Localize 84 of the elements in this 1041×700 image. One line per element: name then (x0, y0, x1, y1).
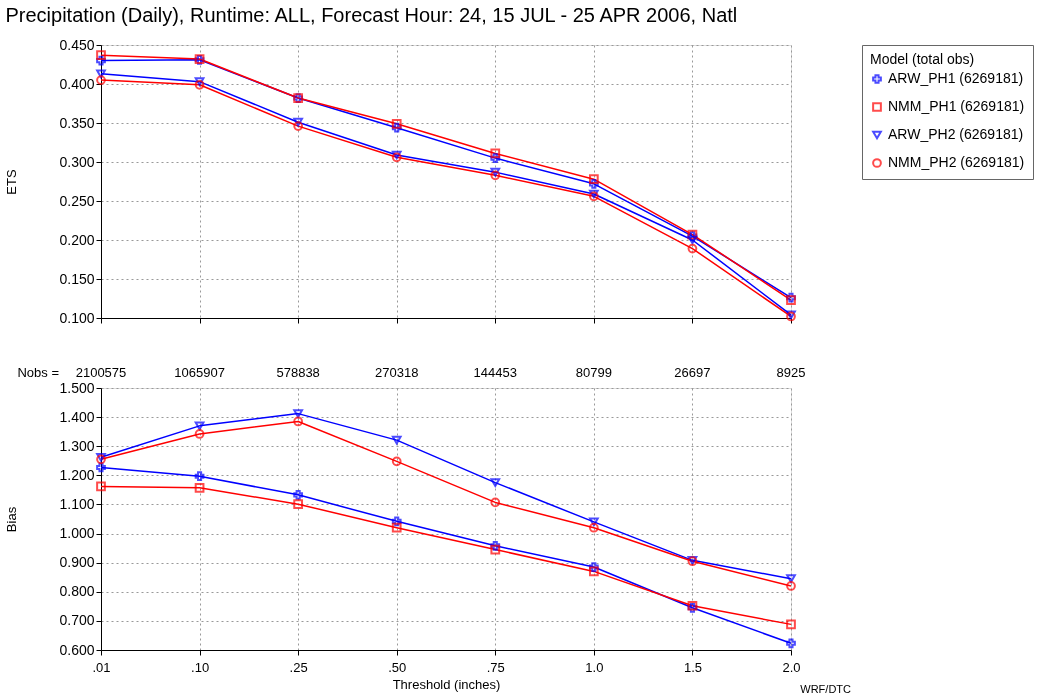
point (96, 50, 106, 61)
legend-label: NMM_PH2 (6269181) (888, 154, 1025, 170)
x-axis-title: Threshold (inches) (392, 676, 501, 692)
point (391, 118, 402, 129)
point (490, 497, 501, 508)
text: 1065907 (174, 365, 225, 380)
point (293, 409, 304, 418)
text: 2100575 (75, 365, 127, 380)
text: 8925 (776, 365, 806, 380)
point (293, 416, 304, 427)
point (490, 167, 501, 177)
point (194, 482, 205, 493)
x-tick-label: 2.0 (782, 659, 801, 675)
point (490, 540, 501, 551)
y-tick-label: 0.700 (59, 612, 95, 629)
y-tick-label: 1.000 (59, 525, 95, 542)
y-tick-label: 1.400 (59, 408, 95, 425)
point (96, 462, 106, 473)
point (588, 562, 599, 572)
legend-label: NMM_PH1 (6269181) (888, 98, 1025, 114)
legend-title: Model (total obs) (870, 51, 975, 67)
point (194, 421, 205, 431)
text: 144453 (473, 365, 517, 380)
legend-label: ARW_PH2 (6269181) (888, 126, 1024, 142)
y-tick-label: 1.100 (59, 495, 95, 512)
y-tick-label: 0.150 (59, 270, 95, 287)
point (490, 153, 501, 163)
text: 578838 (276, 365, 320, 380)
point (391, 516, 402, 527)
y-tick-label: 1.500 (59, 379, 95, 396)
text: Nobs = (17, 365, 59, 380)
point (391, 435, 402, 445)
y-tick-label: 0.450 (59, 36, 95, 53)
x-tick-label: .25 (289, 659, 308, 675)
point (490, 148, 501, 159)
point (293, 117, 304, 127)
point (293, 489, 304, 500)
y-axis-title: ETS (4, 169, 20, 195)
point (96, 55, 106, 66)
point (588, 517, 599, 527)
text: WRF/DTC (800, 683, 852, 695)
point (96, 69, 106, 79)
point (588, 566, 599, 577)
x-tick-label: 1.5 (683, 659, 702, 675)
y-tick-label: 1.300 (59, 437, 95, 454)
x-tick-label: 1.0 (585, 659, 604, 675)
x-tick-label: .01 (92, 659, 111, 675)
text: 26697 (674, 365, 711, 380)
y-tick-label: 0.300 (59, 153, 95, 170)
point (786, 619, 796, 630)
y-tick-label: 0.350 (59, 114, 95, 131)
x-tick-label: .75 (486, 659, 505, 675)
point (96, 481, 106, 492)
point (786, 638, 796, 649)
point (490, 544, 501, 555)
text: 270318 (375, 365, 419, 380)
y-tick-label: 0.800 (59, 583, 95, 600)
point (786, 574, 796, 584)
point (391, 456, 402, 467)
point (687, 243, 698, 254)
point (687, 235, 698, 245)
chart-title: Precipitation (Daily), Runtime: ALL, Forecast Hour: 24, 15 JUL - 25 APR 2006, Natl (5, 3, 738, 26)
y-tick-label: 0.900 (59, 554, 95, 571)
y-tick-label: 0.200 (59, 231, 95, 248)
point (293, 499, 304, 510)
x-tick-label: .50 (388, 659, 407, 675)
point (293, 121, 304, 131)
y-tick-label: 0.100 (59, 309, 95, 326)
point (391, 122, 402, 133)
x-tick-label: .10 (191, 659, 210, 675)
text: 80799 (575, 365, 612, 380)
point (490, 478, 501, 487)
y-axis-title: Bias (4, 506, 20, 533)
y-tick-label: 0.250 (59, 192, 95, 209)
y-tick-label: 0.600 (59, 641, 95, 658)
point (588, 174, 599, 185)
point (588, 178, 599, 189)
point (194, 429, 205, 439)
y-tick-label: 0.400 (59, 75, 95, 92)
legend-label: ARW_PH1 (6269181) (888, 70, 1024, 86)
y-tick-label: 1.200 (59, 466, 95, 483)
point (391, 522, 402, 533)
point (588, 522, 599, 533)
point (194, 471, 205, 482)
